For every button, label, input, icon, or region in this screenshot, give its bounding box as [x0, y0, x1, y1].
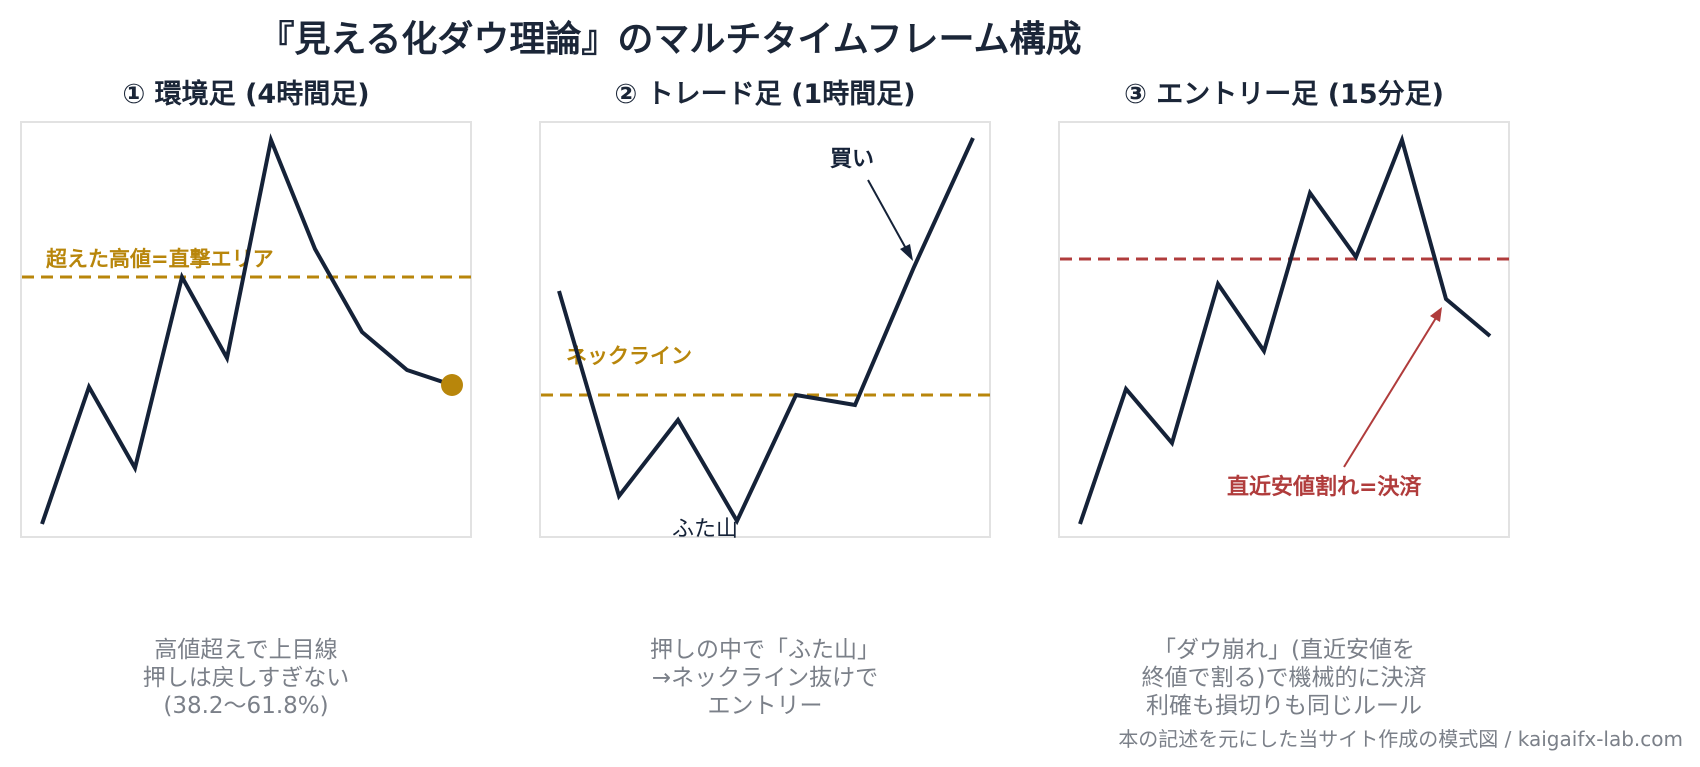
- panel-3-caption-line: 終値で割る)で機械的に決済: [1141, 665, 1427, 691]
- panel-2-price-line: [557, 137, 975, 526]
- panel-3-svg: 直近安値割れ=決済: [1060, 133, 1512, 525]
- panel-2-annotation: ネックライン: [566, 344, 692, 368]
- panel-1-svg: 超えた高値=直撃エリア: [22, 133, 474, 525]
- panel-2-svg: ネックライン 買い ふた山: [541, 137, 993, 540]
- panel-3-exit-arrow: [1343, 312, 1440, 468]
- panel-2-buy-arrowhead: [900, 244, 913, 261]
- panel-2-caption-line: 押しの中で「ふた山」: [650, 637, 880, 663]
- panel-2-caption-line: エントリー: [707, 693, 823, 719]
- panel-1-annotation: 超えた高値=直撃エリア: [46, 247, 274, 271]
- panel-3-annotation: 直近安値割れ=決済: [1227, 474, 1422, 500]
- panel-2-caption-line: →ネックライン抜けで: [651, 665, 879, 691]
- panel-3-price-line: [1078, 133, 1492, 525]
- panel-1-caption-line: 押しは戻しすぎない: [142, 665, 350, 691]
- panel-2-chart: ネックライン 買い ふた山: [539, 121, 993, 540]
- panel-3-exit-arrowhead: [1430, 307, 1442, 322]
- panel-2-buy-label: 買い: [830, 147, 874, 172]
- panel-3-caption: 「ダウ崩れ」(直近安値を 終値で割る)で機械的に決済 利確も損切りも同じルール: [1058, 636, 1510, 720]
- panel-1-current-price-marker: [441, 374, 463, 396]
- panel-3-chart: 直近安値割れ=決済: [1058, 121, 1512, 538]
- panel-1-caption: 高値超えで上目線 押しは戻しすぎない (38.2〜61.8%): [20, 636, 472, 720]
- panel-2-bottom-label: ふた山: [672, 517, 738, 540]
- panel-3-caption-line: 「ダウ崩れ」(直近安値を: [1153, 637, 1415, 663]
- page-title: 『見える化ダウ理論』のマルチタイムフレーム構成: [258, 19, 1082, 60]
- panel-2-buy-arrow: [867, 179, 910, 255]
- footer-credit: 本の記述を元にした当サイト作成の模式図 / kaigaifx-lab.com: [1118, 727, 1683, 751]
- panel-3-caption-line: 利確も損切りも同じルール: [1146, 693, 1422, 719]
- panel-1-chart: 超えた高値=直撃エリア: [20, 121, 474, 538]
- panel-1-heading: ① 環境足 (4時間足): [122, 79, 370, 110]
- panel-1-price-line: [40, 133, 453, 525]
- panel-1-caption-line: (38.2〜61.8%): [163, 693, 329, 719]
- panel-3-heading: ③ エントリー足 (15分足): [1124, 79, 1444, 110]
- panel-2-heading: ② トレード足 (1時間足): [614, 79, 916, 110]
- panel-2-caption: 押しの中で「ふた山」 →ネックライン抜けで エントリー: [539, 636, 991, 720]
- panel-1-caption-line: 高値超えで上目線: [154, 637, 338, 663]
